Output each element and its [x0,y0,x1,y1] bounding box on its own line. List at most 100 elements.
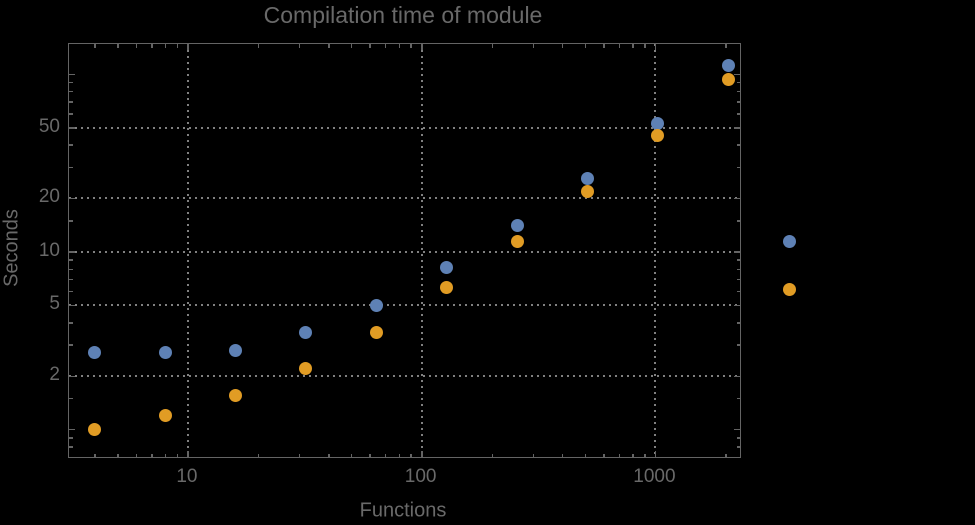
tick-top-600 [603,44,605,48]
tick-left-8 [69,268,73,271]
point-series-2-orange-x8 [158,408,172,422]
tick-left-3 [69,344,73,346]
tick-top-7 [151,44,153,48]
gridline-y-50 [69,126,740,129]
tick-left-30 [69,166,73,169]
tick-right-2 [734,375,740,378]
tick-left-100 [69,73,75,76]
tick-top-2000 [725,44,727,48]
tick-left-70 [69,101,73,103]
point-series-2-orange-x512 [580,184,594,198]
plot-area [68,43,741,458]
tick-left-40 [69,144,73,146]
tick-bottom-400 [561,453,564,457]
tick-top-4 [94,44,96,48]
tick-right-6 [736,290,740,293]
tick-bottom-900 [644,453,646,457]
tick-right-5 [734,304,740,307]
tick-right-60 [736,113,740,115]
point-series-2-orange-x2048 [721,73,735,87]
gridline-y-20 [69,197,740,200]
legend-marker-series-2-orange [783,283,796,296]
point-series-1-blue-x8 [158,346,172,360]
tick-bottom-30 [298,453,301,457]
y-tick-label-20: 20 [38,186,60,208]
tick-top-9 [176,44,179,48]
point-series-1-blue-x32 [299,326,313,340]
tick-top-500 [584,44,587,48]
tick-bottom-70 [384,453,387,457]
tick-top-700 [618,44,621,48]
tick-top-5 [117,44,119,48]
tick-top-20 [257,44,260,48]
tick-top-6 [135,44,138,48]
gridline-y-2 [69,375,740,378]
tick-top-60 [369,44,371,48]
legend-marker-series-1-blue [783,235,796,248]
tick-bottom-6 [135,453,138,457]
tick-left-50 [69,127,75,129]
tick-bottom-4 [94,453,96,457]
tick-top-80 [398,44,401,48]
tick-bottom-700 [618,453,621,457]
point-series-1-blue-x4 [88,346,102,360]
tick-left-60 [69,113,73,115]
point-series-1-blue-x128 [440,260,454,274]
tick-left-80 [69,90,73,93]
tick-right-1 [734,428,740,431]
tick-right-80 [736,90,740,93]
tick-bottom-50 [350,453,353,457]
tick-right-100 [734,73,740,76]
y-tick-label-2: 2 [49,364,60,386]
tick-bottom-500 [584,453,587,457]
tick-right-70 [736,101,740,103]
tick-left-20 [69,197,75,200]
point-series-1-blue-x1024 [651,116,665,130]
tick-left-4 [69,322,73,324]
gridline-x-10 [186,44,189,457]
tick-top-100 [421,44,423,50]
tick-left-0.8 [69,446,73,448]
tick-top-50 [350,44,353,48]
tick-right-8 [736,268,740,271]
point-series-2-orange-x1024 [651,129,665,143]
tick-top-800 [632,44,634,48]
point-series-2-orange-x16 [229,389,243,403]
y-tick-label-5: 5 [49,293,60,315]
tick-left-9 [69,259,73,261]
tick-right-0.9 [736,437,740,439]
y-tick-label-10: 10 [38,239,60,261]
tick-left-7 [69,278,73,281]
tick-bottom-40 [328,453,330,457]
tick-bottom-9 [176,453,179,457]
tick-right-30 [736,166,740,169]
point-series-1-blue-x64 [369,298,383,312]
point-series-1-blue-x512 [580,171,594,185]
point-series-2-orange-x64 [369,326,383,340]
tick-left-10 [69,251,75,253]
tick-right-9 [736,259,740,261]
tick-right-0.8 [736,446,740,448]
tick-left-0.9 [69,437,73,439]
tick-top-200 [491,44,494,48]
tick-bottom-5 [117,453,119,457]
point-series-2-orange-x128 [440,281,454,294]
chart-title: Compilation time of module [263,2,543,28]
tick-bottom-80 [398,453,401,457]
tick-bottom-7 [151,453,153,457]
tick-top-70 [384,44,387,48]
tick-bottom-1000 [654,451,657,457]
point-series-2-orange-x256 [510,234,524,248]
tick-right-3 [736,344,740,346]
tick-right-40 [736,144,740,146]
tick-left-15 [69,220,73,222]
gridline-y-5 [69,304,740,307]
tick-top-30 [298,44,301,48]
tick-bottom-8 [164,453,167,457]
tick-bottom-2000 [725,453,727,457]
x-axis-label: Functions [359,499,447,522]
tick-top-1000 [654,44,657,50]
tick-right-4 [736,322,740,324]
tick-bottom-10 [187,451,189,457]
